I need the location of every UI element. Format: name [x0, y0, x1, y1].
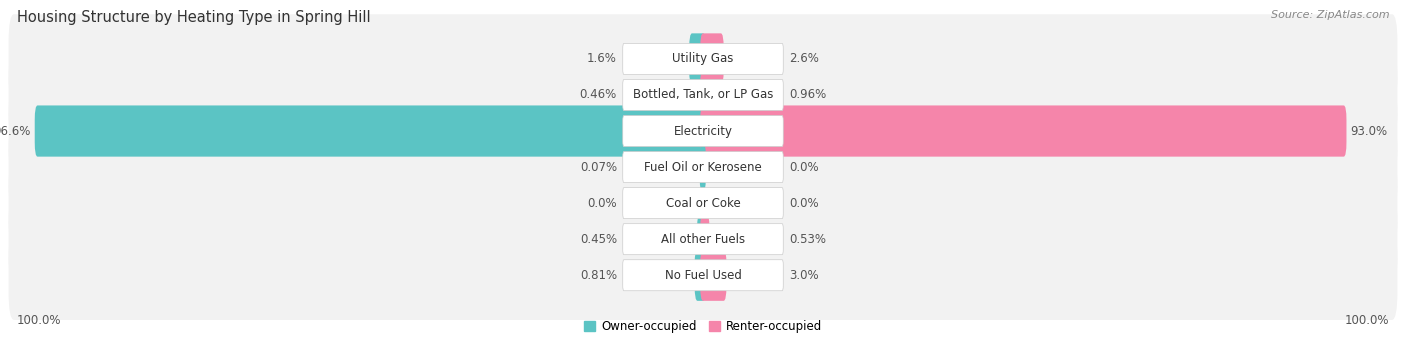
Text: 0.0%: 0.0% — [789, 197, 818, 210]
Legend: Owner-occupied, Renter-occupied: Owner-occupied, Renter-occupied — [583, 320, 823, 333]
FancyBboxPatch shape — [623, 43, 783, 74]
Text: All other Fuels: All other Fuels — [661, 233, 745, 246]
Text: 100.0%: 100.0% — [1344, 314, 1389, 327]
Text: 96.6%: 96.6% — [0, 124, 31, 137]
FancyBboxPatch shape — [35, 105, 706, 157]
Text: 0.53%: 0.53% — [789, 233, 827, 246]
FancyBboxPatch shape — [623, 188, 783, 219]
Text: 93.0%: 93.0% — [1351, 124, 1388, 137]
FancyBboxPatch shape — [623, 152, 783, 182]
Text: 0.0%: 0.0% — [588, 197, 617, 210]
Text: Coal or Coke: Coal or Coke — [665, 197, 741, 210]
Text: Source: ZipAtlas.com: Source: ZipAtlas.com — [1271, 10, 1389, 20]
Text: Fuel Oil or Kerosene: Fuel Oil or Kerosene — [644, 161, 762, 174]
Text: Utility Gas: Utility Gas — [672, 53, 734, 65]
FancyBboxPatch shape — [623, 79, 783, 110]
FancyBboxPatch shape — [697, 213, 706, 265]
FancyBboxPatch shape — [8, 194, 1398, 284]
Text: 100.0%: 100.0% — [17, 314, 62, 327]
Text: Bottled, Tank, or LP Gas: Bottled, Tank, or LP Gas — [633, 89, 773, 102]
FancyBboxPatch shape — [689, 33, 706, 85]
FancyBboxPatch shape — [8, 159, 1398, 248]
Text: Electricity: Electricity — [673, 124, 733, 137]
FancyBboxPatch shape — [700, 105, 1347, 157]
FancyBboxPatch shape — [700, 70, 713, 121]
FancyBboxPatch shape — [8, 231, 1398, 320]
FancyBboxPatch shape — [8, 50, 1398, 140]
Text: 1.6%: 1.6% — [588, 53, 617, 65]
Text: 2.6%: 2.6% — [789, 53, 818, 65]
Text: 0.81%: 0.81% — [579, 269, 617, 282]
Text: 0.96%: 0.96% — [789, 89, 827, 102]
Text: No Fuel Used: No Fuel Used — [665, 269, 741, 282]
FancyBboxPatch shape — [8, 86, 1398, 176]
Text: 0.0%: 0.0% — [789, 161, 818, 174]
Text: 0.45%: 0.45% — [579, 233, 617, 246]
Text: Housing Structure by Heating Type in Spring Hill: Housing Structure by Heating Type in Spr… — [17, 10, 371, 25]
FancyBboxPatch shape — [623, 116, 783, 147]
FancyBboxPatch shape — [8, 122, 1398, 212]
Text: 0.46%: 0.46% — [579, 89, 617, 102]
FancyBboxPatch shape — [695, 250, 706, 301]
Text: 0.07%: 0.07% — [579, 161, 617, 174]
FancyBboxPatch shape — [700, 142, 706, 193]
FancyBboxPatch shape — [623, 260, 783, 291]
FancyBboxPatch shape — [700, 213, 710, 265]
FancyBboxPatch shape — [623, 224, 783, 255]
FancyBboxPatch shape — [700, 33, 724, 85]
FancyBboxPatch shape — [697, 70, 706, 121]
FancyBboxPatch shape — [700, 250, 727, 301]
Text: 3.0%: 3.0% — [789, 269, 818, 282]
FancyBboxPatch shape — [8, 14, 1398, 104]
